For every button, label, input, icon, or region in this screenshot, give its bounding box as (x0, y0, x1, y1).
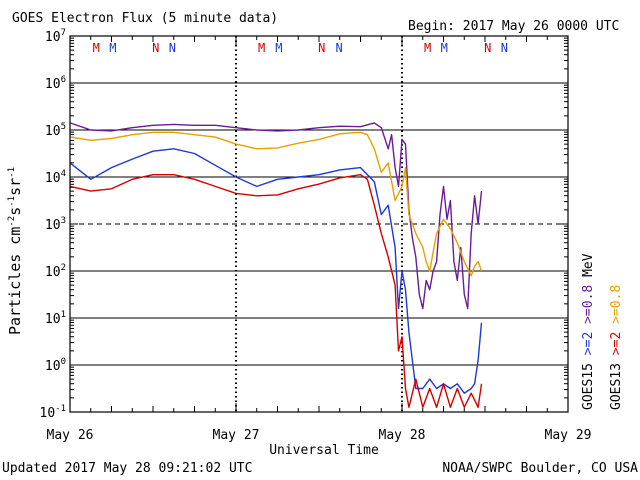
x-tick-label: May 28 (379, 428, 426, 443)
event-marker: N (484, 41, 491, 55)
event-marker: M (109, 41, 116, 55)
credit-label: NOAA/SWPC Boulder, CO USA (442, 461, 638, 476)
y-tick-label: 104 (45, 169, 66, 186)
begin-label: Begin: 2017 May 26 0000 UTC (408, 19, 619, 34)
event-marker: M (258, 41, 265, 55)
event-marker: M (424, 41, 431, 55)
series-line (69, 131, 483, 277)
chart-title: GOES Electron Flux (5 minute data) (12, 11, 278, 26)
series-line (69, 174, 483, 408)
y-tick-labels: 107 106 105 104 103 102 101 100 10-1 (40, 28, 67, 421)
x-tick-label: May 29 (545, 428, 592, 443)
updated-timestamp: Updated 2017 May 28 09:21:02 UTC (2, 461, 252, 476)
series-line (69, 122, 483, 310)
event-marker: N (318, 41, 325, 55)
x-tick-labels: May 26 May 27 May 28 May 29 (47, 428, 592, 443)
legend-entry: GOES15 >=2 >=0.8 MeV (581, 253, 596, 410)
data-series-layer (69, 122, 483, 408)
event-marker: M (93, 41, 100, 55)
y-tick-label: 101 (45, 310, 66, 327)
y-axis-label: Particles cm-2s-1sr-1 (6, 167, 24, 335)
y-tick-label: 10-1 (40, 404, 67, 421)
event-marker: N (335, 41, 342, 55)
legend-entry: GOES13 >=2 >=0.8 (609, 285, 624, 410)
event-marker: M (441, 41, 448, 55)
y-tick-label: 103 (45, 216, 66, 233)
grid-layer (69, 36, 569, 413)
x-tick-label: May 27 (213, 428, 260, 443)
x-tick-label: May 26 (47, 428, 94, 443)
event-marker: M (275, 41, 282, 55)
event-marker: N (169, 41, 176, 55)
legend: GOES15 >=2 >=0.8 MeV GOES13 >=2 >=0.8 (581, 253, 624, 410)
series-line (69, 148, 483, 394)
plot-frame (69, 35, 569, 413)
y-tick-label: 107 (45, 28, 66, 45)
y-tick-label: 100 (45, 357, 66, 374)
y-tick-label: 102 (45, 263, 66, 280)
event-marker: N (501, 41, 508, 55)
y-tick-label: 105 (45, 122, 66, 139)
y-tick-label: 106 (45, 75, 66, 92)
x-axis-label: Universal Time (269, 443, 379, 458)
event-marker: N (152, 41, 159, 55)
